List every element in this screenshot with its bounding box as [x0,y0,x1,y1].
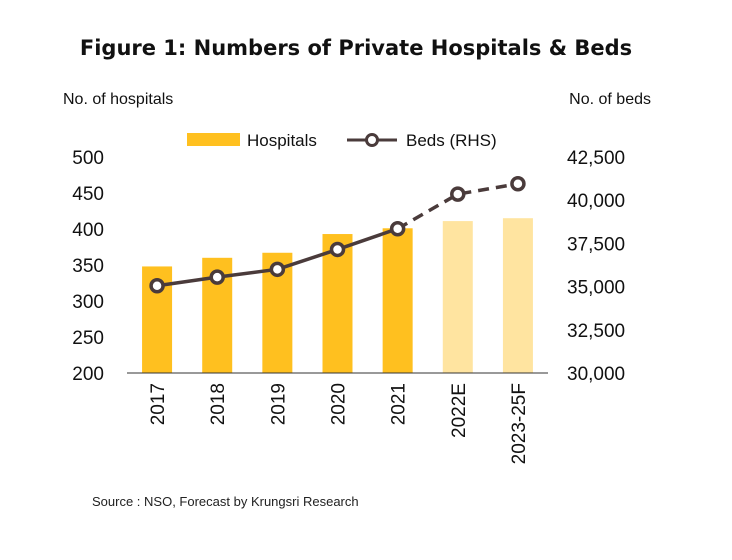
beds-point [510,176,526,192]
y-axis-left: 200 250 300 350 400 450 500 [72,148,104,385]
legend: Hospitals Beds (RHS) [187,131,497,150]
beds-point [269,261,286,278]
beds-point [329,241,346,258]
y-axis-right: 30,000 32,500 35,000 37,500 40,000 42,500 [567,148,625,385]
bar-series-hospitals [142,218,533,373]
y-tick-right-label: 35,000 [567,278,625,299]
y-tick-left-label: 200 [72,364,104,385]
x-tick-label: 2021 [389,383,410,425]
source-note: Source : NSO, Forecast by Krungsri Resea… [92,494,359,509]
x-tick-label: 2023-25F [509,383,530,464]
y-tick-left-label: 300 [72,292,104,313]
legend-label-beds: Beds (RHS) [406,131,497,150]
y-tick-right-label: 32,500 [567,321,625,342]
y-tick-right-label: 37,500 [567,234,625,255]
x-tick-label: 2017 [148,383,169,425]
y-tick-left-label: 450 [72,184,104,205]
y-tick-right-label: 42,500 [567,148,625,169]
y-axis-title-left: No. of hospitals [63,91,173,108]
y-tick-right-label: 30,000 [567,364,625,385]
x-tick-label: 2022E [449,383,470,438]
chart-title: Figure 1: Numbers of Private Hospitals &… [80,36,632,60]
bar-hospitals [322,234,353,373]
bar-hospitals [382,228,413,373]
y-tick-left-label: 250 [72,328,104,349]
x-axis-labels: 2017 2018 2019 2020 2021 2022E 2023-25F [148,383,530,464]
x-tick-label: 2019 [268,383,289,425]
beds-point [149,277,165,294]
legend-swatch-hospitals [187,133,240,146]
beds-point [450,186,466,202]
bar-hospitals [502,218,533,373]
y-tick-left-label: 350 [72,256,104,277]
y-tick-right-label: 40,000 [567,191,625,212]
y-tick-left-label: 500 [72,148,104,169]
y-tick-left-label: 400 [72,220,104,241]
legend-label-hospitals: Hospitals [247,131,317,150]
x-tick-label: 2018 [208,383,229,425]
x-tick-label: 2020 [329,383,350,425]
legend-swatch-beds-marker [365,133,379,147]
beds-point [389,220,406,237]
line-series-beds [149,176,526,294]
beds-line-forecast [396,182,519,231]
beds-point [209,269,225,285]
y-axis-title-right: No. of beds [569,91,651,108]
bar-hospitals [442,221,473,373]
